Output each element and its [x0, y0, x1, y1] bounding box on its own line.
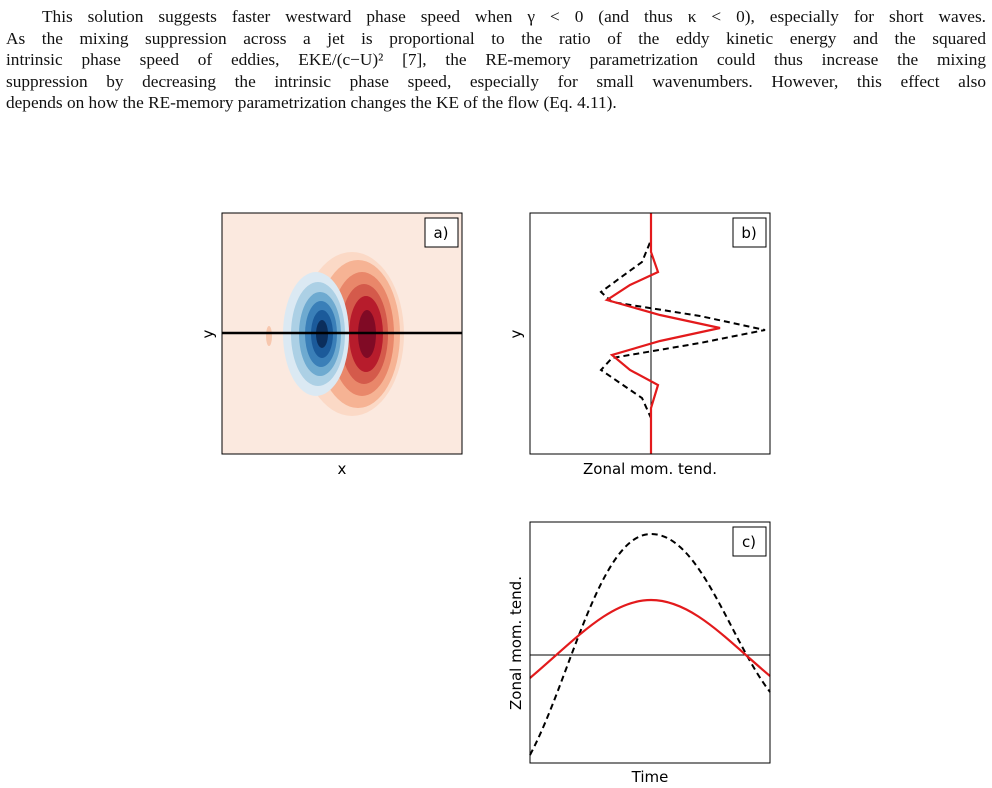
text-line: suppression by decreasing the intrinsic …: [6, 71, 986, 91]
panel-c: c) Time Zonal mom. tend.: [507, 521, 771, 786]
text-line: This solution suggests faster westward p…: [42, 7, 986, 26]
x-label: x: [338, 460, 347, 478]
frame: [529, 521, 771, 764]
label-box: [732, 217, 767, 248]
y-label: y: [507, 329, 525, 338]
paragraph: This solution suggests faster westward p…: [6, 6, 986, 114]
y-label: Zonal mom. tend.: [507, 576, 525, 710]
text-line: As the mixing suppression across a jet i…: [6, 28, 986, 48]
dashed-curve: [599, 213, 766, 454]
text-line: intrinsic phase speed of eddies, EKE/(c−…: [6, 50, 986, 70]
label-box: [732, 526, 767, 557]
panel-label: c): [742, 533, 756, 551]
panel-b: b) Zonal mom. tend. y: [507, 212, 771, 478]
dashed-curve: [529, 532, 771, 756]
panel-a: a) x y: [199, 212, 463, 478]
red-curve: [604, 213, 721, 454]
frame: [221, 212, 463, 455]
contour: [266, 326, 272, 346]
label-box: [424, 217, 459, 248]
panel-label: b): [741, 224, 756, 242]
panel-label: a): [433, 224, 448, 242]
x-label: Time: [631, 768, 669, 786]
y-label: y: [199, 329, 217, 338]
frame: [529, 212, 771, 455]
text-line: depends on how the RE-memory parametriza…: [6, 93, 617, 113]
x-label: Zonal mom. tend.: [583, 460, 717, 478]
red-curve: [529, 598, 771, 679]
